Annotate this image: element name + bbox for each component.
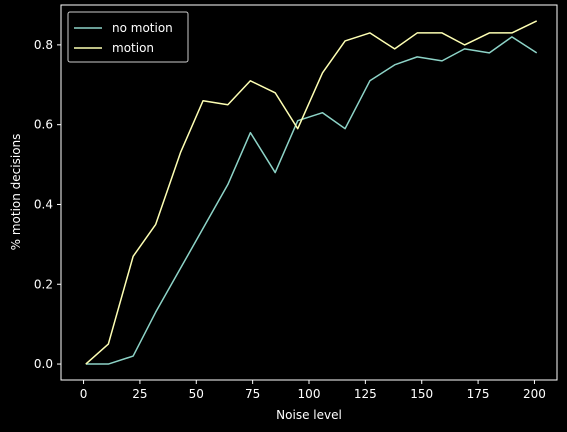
- y-axis-ticks: 0.0 0.2 0.4 0.6 0.8: [34, 38, 61, 371]
- x-tick-label: 100: [298, 387, 321, 401]
- legend-label: no motion: [112, 21, 173, 35]
- y-tick-label: 0.6: [34, 118, 53, 132]
- legend-box: [67, 11, 189, 63]
- x-tick-label: 125: [354, 387, 377, 401]
- series-lines: [85, 20, 538, 365]
- x-axis-ticks: 0 25 50 75 100 125 150 175 200: [80, 380, 546, 401]
- plot-area: [60, 4, 558, 381]
- x-tick-label: 75: [245, 387, 260, 401]
- x-tick-label: 25: [132, 387, 147, 401]
- x-axis-label: Noise level: [276, 408, 342, 422]
- series-line-motion: [85, 20, 538, 365]
- y-tick-label: 0.4: [34, 197, 53, 211]
- x-tick-label: 200: [523, 387, 546, 401]
- legend-label: motion: [112, 41, 154, 55]
- series-line-no-motion: [85, 36, 538, 365]
- y-tick-label: 0.0: [34, 357, 53, 371]
- y-axis-label: % motion decisions: [9, 134, 23, 251]
- x-tick-label: 0: [80, 387, 88, 401]
- x-tick-label: 50: [189, 387, 204, 401]
- y-tick-label: 0.8: [34, 38, 53, 52]
- x-tick-label: 150: [410, 387, 433, 401]
- x-tick-label: 175: [467, 387, 490, 401]
- legend: no motion motion: [67, 11, 189, 63]
- y-tick-label: 0.2: [34, 277, 53, 291]
